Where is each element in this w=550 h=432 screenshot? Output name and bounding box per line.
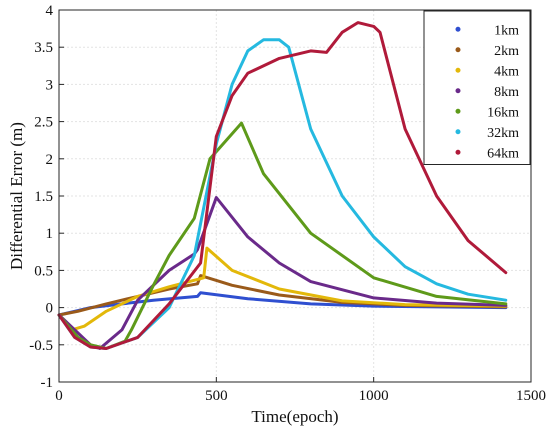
legend-marker: [455, 26, 461, 32]
y-axis-title: Differential Error (m): [7, 122, 26, 270]
series-line-8km: [57, 196, 508, 350]
y-tick-label: -1: [41, 375, 54, 391]
series-line-4km: [57, 246, 508, 332]
x-tick-label: 1500: [516, 388, 546, 404]
series-line-64km: [57, 21, 508, 350]
legend-label: 1km: [494, 23, 519, 38]
y-tick-label: 2.5: [34, 115, 53, 131]
legend-marker: [455, 88, 461, 94]
y-tick-label: 3: [46, 77, 54, 93]
legend-label: 4km: [494, 64, 519, 79]
legend-label: 16km: [487, 105, 519, 120]
series-layer: [57, 21, 508, 350]
legend-marker: [455, 129, 461, 135]
x-axis-title: Time(epoch): [251, 407, 338, 426]
legend-label: 8km: [494, 85, 519, 100]
legend-label: 64km: [487, 146, 519, 161]
x-tick-label: 500: [205, 388, 228, 404]
x-tick-label: 1000: [359, 388, 389, 404]
y-tick-label: 2: [46, 152, 54, 168]
legend-marker: [455, 67, 461, 73]
x-tick-label: 0: [55, 388, 63, 404]
y-tick-label: -0.5: [29, 338, 53, 354]
legend: 1km 2km 4km 8km 16km 32km 64km: [423, 10, 531, 165]
legend-label: 32km: [487, 126, 519, 141]
legend-marker: [455, 47, 461, 53]
axis-ticks: 0 500 1000 1500 -1 -0.5 0 0.5 1 1.5 2 2.5 3 3.5 4: [29, 3, 546, 404]
legend-label: 2km: [494, 44, 519, 59]
y-tick-label: 1.5: [34, 189, 53, 205]
y-tick-label: 0: [46, 301, 54, 317]
y-tick-label: 3.5: [34, 40, 53, 56]
y-tick-label: 0.5: [34, 263, 53, 279]
legend-box: [423, 10, 531, 165]
y-tick-label: 4: [46, 3, 54, 19]
y-tick-label: 1: [46, 226, 54, 242]
legend-marker: [455, 149, 461, 155]
legend-marker: [455, 108, 461, 114]
